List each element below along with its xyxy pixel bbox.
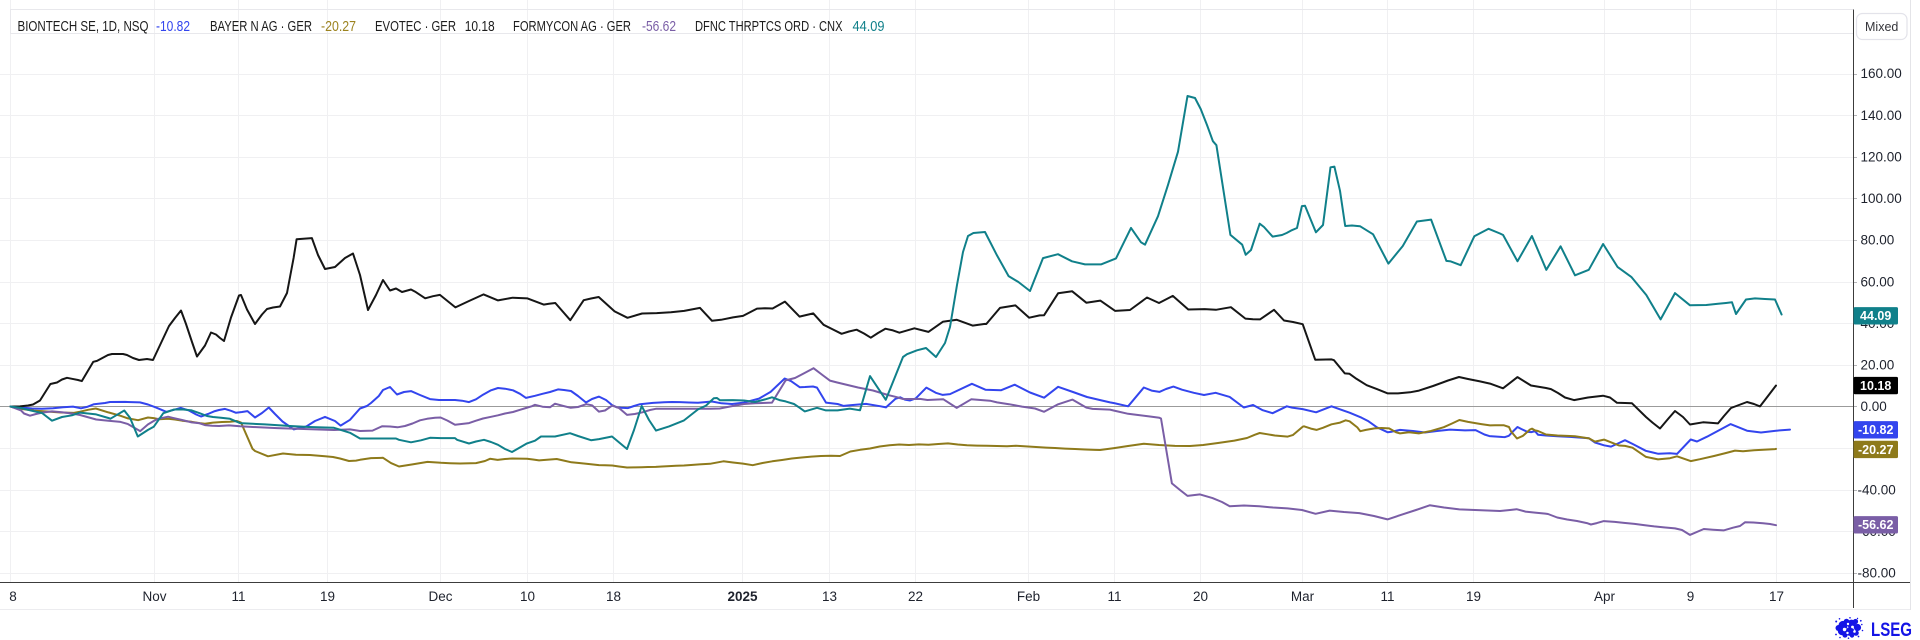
svg-text:18: 18 [606, 589, 621, 604]
svg-text:-20.27: -20.27 [321, 19, 356, 35]
svg-text:19: 19 [1466, 589, 1481, 604]
svg-text:44.09: 44.09 [1860, 309, 1891, 323]
svg-text:-80.00: -80.00 [1858, 566, 1896, 581]
svg-text:Mar: Mar [1291, 589, 1315, 604]
svg-text:120.00: 120.00 [1861, 149, 1902, 164]
svg-text:44.09: 44.09 [853, 19, 885, 35]
svg-text:BAYER N AG · GER: BAYER N AG · GER [210, 19, 312, 35]
svg-text:11: 11 [1107, 589, 1121, 604]
svg-text:80.00: 80.00 [1861, 233, 1895, 248]
svg-text:BIONTECH SE, 1D, NSQ: BIONTECH SE, 1D, NSQ [18, 19, 149, 35]
svg-text:Feb: Feb [1017, 589, 1040, 604]
svg-text:10.18: 10.18 [1860, 379, 1891, 393]
svg-text:-20.27: -20.27 [1858, 443, 1893, 457]
svg-text:Apr: Apr [1594, 589, 1616, 604]
svg-text:11: 11 [1380, 589, 1394, 604]
svg-text:Mixed: Mixed [1865, 20, 1898, 34]
svg-text:Dec: Dec [428, 589, 452, 604]
svg-text:0.00: 0.00 [1861, 399, 1887, 414]
svg-text:160.00: 160.00 [1861, 66, 1902, 81]
svg-text:17: 17 [1769, 589, 1784, 604]
svg-text:-56.62: -56.62 [1858, 518, 1893, 532]
svg-text:9: 9 [1687, 589, 1695, 604]
svg-text:100.00: 100.00 [1861, 191, 1902, 206]
svg-text:2025: 2025 [727, 589, 758, 604]
svg-text:140.00: 140.00 [1861, 108, 1902, 123]
svg-text:DFNC THRPTCS ORD · CNX: DFNC THRPTCS ORD · CNX [695, 19, 843, 35]
svg-text:60.00: 60.00 [1861, 274, 1895, 289]
svg-text:10.18: 10.18 [465, 19, 495, 35]
svg-text:8: 8 [9, 589, 17, 604]
svg-text:LSEG: LSEG [1871, 620, 1912, 640]
svg-text:-10.82: -10.82 [1858, 423, 1893, 437]
svg-text:20.00: 20.00 [1861, 358, 1895, 373]
svg-text:Nov: Nov [142, 589, 166, 604]
svg-text:20: 20 [1193, 589, 1208, 604]
svg-text:13: 13 [822, 589, 837, 604]
svg-text:-40.00: -40.00 [1858, 482, 1896, 497]
svg-text:EVOTEC · GER: EVOTEC · GER [375, 19, 456, 35]
svg-text:-56.62: -56.62 [642, 19, 676, 35]
svg-text:22: 22 [908, 589, 923, 604]
svg-text:11: 11 [231, 589, 245, 604]
svg-text:-10.82: -10.82 [156, 19, 190, 35]
svg-text:FORMYCON AG · GER: FORMYCON AG · GER [513, 19, 631, 35]
svg-text:19: 19 [320, 589, 335, 604]
svg-text:10: 10 [520, 589, 535, 604]
